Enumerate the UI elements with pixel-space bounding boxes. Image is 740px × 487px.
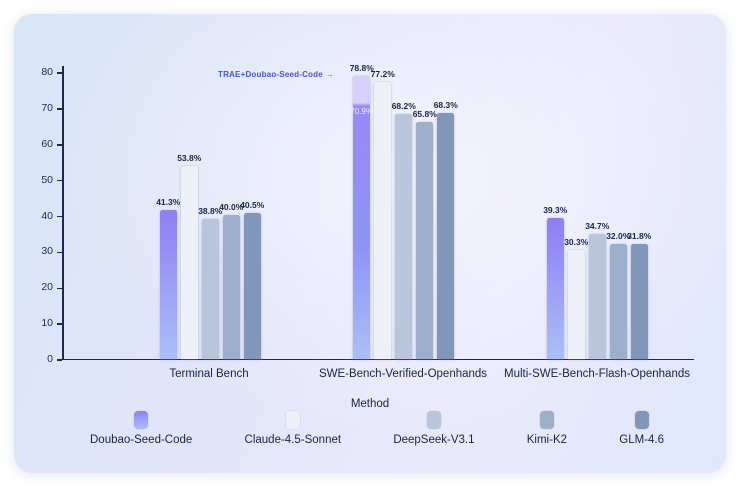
x-axis-title: Method (350, 398, 390, 410)
bar-wrap: 77.2% (371, 69, 395, 359)
y-tick-label: 40 (41, 209, 53, 222)
bar-wrap: 34.7% (585, 221, 609, 359)
y-tick-mark (57, 251, 62, 254)
chart-legend: Doubao-Seed-Code Claude-4.5-Sonnet DeepSee… (14, 411, 726, 446)
bar-claude-4.5-sonnet (374, 81, 392, 359)
bar-doubao-seed-code (159, 210, 177, 359)
bar-value-label: 34.7% (585, 221, 610, 232)
y-tick-label: 20 (41, 281, 53, 294)
bar-value-label: 68.2% (391, 100, 416, 111)
legend-swatch (634, 411, 649, 429)
legend-label: DeepSeek-V3.1 (393, 434, 475, 446)
bar-wrap: 40.5% (240, 200, 264, 359)
y-tick-label: 80 (41, 66, 53, 78)
bar-glm-4.6 (437, 113, 455, 359)
bar-wrap: 31.8% (627, 231, 651, 359)
bar-group: 41.3% 53.8% 38.8% 40.0% 40.5% (64, 66, 308, 359)
bar-value-label: 32.0% (606, 230, 631, 241)
bar-value-label: 78.8% (349, 62, 374, 73)
bar-value-label: 39.3% (543, 204, 568, 215)
bar-doubao-seed-code (546, 217, 564, 359)
category-label: Multi-SWE-Bench-Flash-Openhands (504, 368, 690, 380)
legend-swatch (426, 411, 441, 429)
bar-value-label: 40.5% (240, 200, 265, 211)
category-label: Terminal Bench (169, 368, 249, 380)
bar-wrap: 78.8% 70.9% (350, 63, 374, 359)
bar-wrap: 53.8% (177, 153, 201, 359)
category-label: SWE-Bench-Verified-Openhands (318, 368, 488, 380)
bar-glm-4.6 (243, 213, 261, 359)
y-tick-label: 30 (41, 245, 53, 258)
y-tick-mark (57, 323, 62, 325)
bar-wrap: 40.0% (219, 202, 243, 359)
bar-chart-plot: 0 10 20 30 40 50 60 70 80 41.3% 53.8% 38.8% 40.0% 40… (41, 63, 695, 365)
bar-inner-label: 70.9% (350, 107, 374, 117)
legend-item-claude-4.5-sonnet[interactable]: Claude-4.5-Sonnet (244, 411, 342, 446)
y-tick-mark (57, 179, 62, 182)
bar-value-label: 31.8% (627, 231, 652, 242)
trae-annotation-label: TRAE+Doubao-Seed-Code (218, 70, 323, 79)
bar-doubao-seed-code: 70.9% (350, 75, 374, 359)
bar-deepseek-v3.1 (395, 113, 413, 359)
y-tick-mark (57, 108, 62, 110)
y-tick-mark (57, 359, 62, 361)
bar-kimi-k2 (222, 215, 240, 359)
bar-value-label: 41.3% (156, 197, 181, 208)
chart-card: 0 10 20 30 40 50 60 70 80 41.3% 53.8% 38.8% 40.0% 40… (14, 14, 726, 473)
bar-claude-4.5-sonnet (180, 165, 198, 359)
legend-label: Doubao-Seed-Code (90, 434, 193, 446)
bar-group: 39.3% 30.3% 34.7% 32.0% 31.8% (501, 66, 695, 359)
bar-value-label: 68.3% (433, 100, 458, 111)
bar-deepseek-v3.1 (201, 219, 219, 359)
bar-wrap: 68.3% (434, 100, 458, 359)
y-tick-mark (57, 215, 62, 218)
legend-label: Claude-4.5-Sonnet (244, 434, 342, 446)
bar-wrap: 65.8% (413, 109, 437, 359)
y-tick-label: 70 (41, 101, 53, 114)
y-tick-mark (57, 144, 62, 146)
y-tick-label: 0 (47, 353, 53, 365)
bar-wrap: 68.2% (392, 101, 416, 359)
legend-item-deepseek-v3.1[interactable]: DeepSeek-V3.1 (393, 411, 475, 446)
legend-label: Kimi-K2 (526, 434, 568, 446)
bar-kimi-k2 (416, 122, 434, 359)
bar-deepseek-v3.1 (588, 234, 606, 359)
legend-swatch (285, 411, 300, 429)
bar-value-label: 38.8% (198, 206, 223, 217)
category-labels: Terminal Bench SWE-Bench-Verified-Openhan… (62, 368, 694, 380)
bar-claude-4.5-sonnet (567, 249, 585, 359)
bar-group: 78.8% 70.9% 77.2% 68.2% 65.8% 68.3% (307, 63, 501, 359)
x-axis (62, 358, 694, 360)
legend-label: GLM-4.6 (619, 434, 664, 446)
bar-glm-4.6 (630, 244, 648, 359)
y-axis (62, 66, 64, 360)
legend-swatch (134, 411, 149, 429)
bar-wrap: 32.0% (606, 231, 630, 359)
bar-value-label: 30.3% (564, 236, 589, 247)
legend-item-glm-4.6[interactable]: GLM-4.6 (619, 411, 664, 446)
bar-value-label: 77.2% (370, 68, 395, 79)
legend-item-kimi-k2[interactable]: Kimi-K2 (527, 411, 567, 446)
bar-kimi-k2 (609, 243, 627, 359)
y-tick-label: 50 (41, 173, 53, 186)
bar-wrap: 41.3% (156, 197, 180, 359)
y-tick-label: 60 (41, 137, 53, 150)
bar-wrap: 38.8% (198, 206, 222, 359)
bar-value-label: 40.0% (219, 202, 244, 212)
trae-annotation: TRAE+Doubao-Seed-Code → (218, 70, 334, 79)
bar-value-label: 53.8% (177, 152, 202, 163)
arrow-right-icon: → (325, 70, 335, 79)
bar-wrap: 30.3% (564, 237, 588, 359)
y-tick-label: 10 (41, 317, 53, 330)
bar-wrap: 39.3% (543, 205, 567, 359)
y-tick-mark (57, 72, 62, 74)
bar-value-label: 65.8% (412, 109, 437, 120)
legend-swatch (539, 411, 554, 429)
legend-item-doubao-seed-code[interactable]: Doubao-Seed-Code (90, 411, 192, 446)
y-tick-mark (57, 287, 62, 289)
bar-groups: 41.3% 53.8% 38.8% 40.0% 40.5% 78.8% 70.9% 77.2%… (64, 63, 695, 359)
